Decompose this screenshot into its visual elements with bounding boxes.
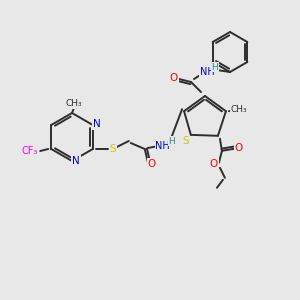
Text: H: H xyxy=(212,62,218,71)
Text: CH₃: CH₃ xyxy=(231,105,247,114)
Text: S: S xyxy=(110,144,116,154)
Text: O: O xyxy=(170,73,178,83)
Text: N: N xyxy=(93,119,101,129)
Text: NH: NH xyxy=(200,67,214,77)
Text: O: O xyxy=(148,159,156,169)
Text: H: H xyxy=(168,136,175,146)
Text: NH: NH xyxy=(155,141,170,151)
Text: N: N xyxy=(72,156,80,166)
Text: S: S xyxy=(182,136,189,146)
Text: O: O xyxy=(235,143,243,153)
Text: CF₃: CF₃ xyxy=(21,146,38,156)
Text: O: O xyxy=(210,159,218,169)
Text: CH₃: CH₃ xyxy=(66,100,82,109)
